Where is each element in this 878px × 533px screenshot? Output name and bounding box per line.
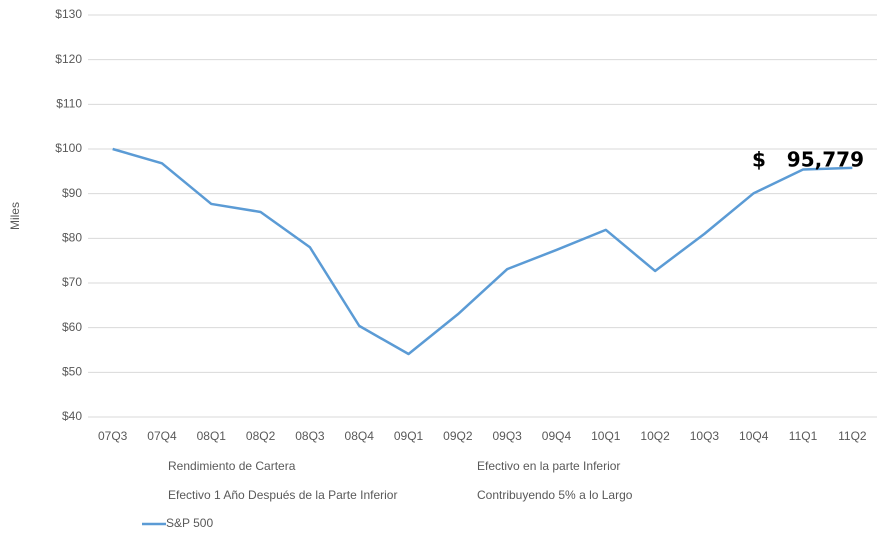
y-tick-label: $40 — [62, 409, 82, 423]
y-tick-label: $130 — [55, 7, 82, 21]
legend-label: Efectivo en la parte Inferior — [477, 459, 620, 473]
x-tick-label: 08Q4 — [345, 429, 375, 443]
y-tick-label: $90 — [62, 186, 82, 200]
y-tick-label: $100 — [55, 141, 82, 155]
x-tick-label: 10Q4 — [739, 429, 769, 443]
x-tick-label: 07Q4 — [147, 429, 177, 443]
legend-label: S&P 500 — [166, 516, 213, 530]
legend-label: Efectivo 1 Año Después de la Parte Infer… — [168, 488, 397, 502]
annotation: $ 95,779 — [752, 148, 864, 172]
y-tick-label: $110 — [56, 97, 82, 111]
x-tick-label: 09Q4 — [542, 429, 572, 443]
x-tick-label: 09Q1 — [394, 429, 424, 443]
x-tick-label: 09Q3 — [492, 429, 522, 443]
x-tick-label: 09Q2 — [443, 429, 473, 443]
y-axis-label: Miles — [8, 202, 22, 230]
x-tick-label: 08Q1 — [197, 429, 227, 443]
legend-label: Contribuyendo 5% a lo Largo — [477, 488, 633, 502]
x-tick-label: 10Q1 — [591, 429, 621, 443]
y-tick-label: $50 — [62, 365, 82, 379]
line-series — [112, 147, 853, 356]
y-tick-label: $60 — [62, 320, 82, 334]
x-tick-label: 10Q3 — [690, 429, 720, 443]
y-tick-label: $80 — [62, 231, 82, 245]
y-tick-label: $120 — [55, 52, 82, 66]
x-tick-label: 08Q3 — [295, 429, 325, 443]
y-tick-label: $70 — [62, 275, 82, 289]
x-tick-label: 08Q2 — [246, 429, 276, 443]
x-tick-label: 11Q2 — [838, 429, 867, 443]
legend-label: Rendimiento de Cartera — [168, 459, 296, 473]
x-tick-label: 10Q2 — [640, 429, 670, 443]
x-tick-label: 07Q3 — [98, 429, 128, 443]
x-tick-label: 11Q1 — [789, 429, 818, 443]
